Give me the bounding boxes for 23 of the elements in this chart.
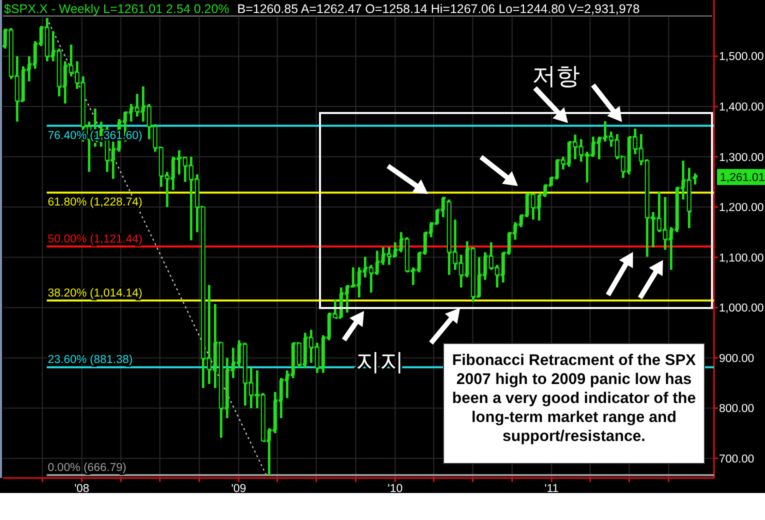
- x-tick-label: '08: [74, 483, 90, 495]
- y-tick-label: 1,200.00: [719, 202, 764, 214]
- annotation: 저항: [532, 62, 580, 90]
- y-tick-label: 900.00: [719, 352, 754, 365]
- ref-line-label: 50.00% (1,121.44): [48, 234, 143, 246]
- chart-subtitle: B=1260.85 A=1262.47 O=1258.14 Hi=1267.06 Lo=1244.80 V=2,931,978: [237, 2, 640, 16]
- ref-line-label: 61.80% (1,228.74): [48, 196, 143, 209]
- x-tick-label: '10: [388, 483, 403, 495]
- y-tick-label: 700.00: [719, 453, 754, 466]
- y-tick-label: 1,100.00: [719, 252, 764, 264]
- x-tick-label: '11: [544, 483, 559, 495]
- x-tick-label: '09: [231, 483, 246, 495]
- y-tick-label: 1,500.00: [719, 51, 764, 64]
- chart-title: $SPX.X - Weekly L=1261.01 2.54 0.20%: [4, 2, 230, 16]
- y-tick-label: 800.00: [719, 403, 754, 416]
- y-tick-label: 1,000.00: [719, 302, 764, 315]
- text: 1,261.01: [720, 172, 765, 184]
- ref-line-label: 38.20% (1,014.14): [48, 287, 143, 300]
- ref-line-label: 23.60% (881.38): [48, 354, 133, 366]
- y-tick-label: 1,400.00: [719, 101, 764, 114]
- annotation: Fibonacci Retracment of the SPX 2007 high to 2009 panic low has been a very good indicator of the long-term market range and support/resistance.: [443, 343, 705, 464]
- y-tick-label: 1,300.00: [719, 152, 764, 164]
- ref-line-label: 0.00% (666.79): [48, 462, 127, 474]
